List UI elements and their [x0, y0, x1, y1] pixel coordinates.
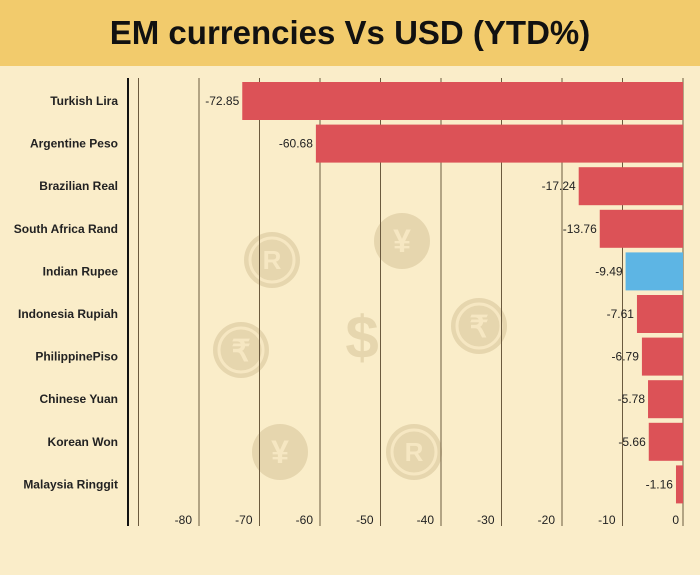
data-label: -72.85: [205, 94, 239, 108]
category-label: Argentine Peso: [30, 137, 118, 151]
x-tick-label: 0: [672, 513, 679, 527]
bar: [315, 124, 683, 163]
yen-coin-icon: ¥: [374, 213, 430, 269]
bar: [641, 337, 683, 376]
bar: [578, 167, 683, 206]
category-label: Korean Won: [48, 435, 118, 449]
bar: [625, 252, 683, 291]
category-label: South Africa Rand: [14, 222, 118, 236]
data-label: -7.61: [607, 307, 635, 321]
currency-coins-decoration: R ¥ $ ₹ ₹ ¥ R: [213, 213, 507, 480]
bar: [675, 465, 683, 504]
category-label: Indian Rupee: [43, 264, 119, 278]
data-label: -5.66: [618, 435, 646, 449]
data-label: -13.76: [563, 222, 597, 236]
svg-text:¥: ¥: [393, 223, 411, 259]
bar: [242, 82, 683, 120]
title-bar: EM currencies Vs USD (YTD%): [0, 0, 700, 66]
rupee-coin-icon: ₹: [213, 322, 269, 378]
svg-text:R: R: [405, 437, 424, 467]
rupee-coin-icon: R: [244, 232, 300, 288]
category-label: PhilippinePiso: [35, 350, 118, 364]
data-label: -6.79: [612, 350, 640, 364]
x-tick-label: -10: [598, 513, 616, 527]
x-tick-label: -30: [477, 513, 495, 527]
bar: [648, 422, 683, 461]
svg-text:¥: ¥: [271, 434, 289, 470]
category-label: Chinese Yuan: [40, 392, 118, 406]
data-label: -9.49: [595, 264, 623, 278]
bar: [648, 380, 683, 419]
category-label: Malaysia Ringgit: [23, 477, 118, 491]
svg-text:R: R: [263, 245, 282, 275]
svg-text:$: $: [345, 304, 378, 371]
category-label: Turkish Lira: [50, 94, 118, 108]
bar: [599, 209, 683, 248]
data-label: -60.68: [279, 137, 313, 151]
chart-title: EM currencies Vs USD (YTD%): [109, 14, 591, 51]
x-tick-label: -80: [175, 513, 193, 527]
yen-coin-icon: ¥: [252, 424, 308, 480]
category-label: Brazilian Real: [39, 179, 118, 193]
dollar-icon: $: [345, 304, 378, 371]
svg-text:₹: ₹: [469, 311, 488, 344]
x-tick-label: -50: [356, 513, 374, 527]
data-label: -17.24: [542, 179, 576, 193]
x-tick-label: -40: [417, 513, 435, 527]
rupee-coin-icon: ₹: [451, 298, 507, 354]
x-tick-label: -60: [296, 513, 314, 527]
rupee-coin-icon: R: [386, 424, 442, 480]
data-label: -5.78: [618, 392, 646, 406]
category-label: Indonesia Rupiah: [18, 307, 118, 321]
svg-text:₹: ₹: [231, 335, 250, 368]
data-label: -1.16: [646, 477, 674, 491]
x-tick-label: -20: [538, 513, 556, 527]
x-tick-label: -70: [235, 513, 253, 527]
bar: [636, 295, 683, 333]
